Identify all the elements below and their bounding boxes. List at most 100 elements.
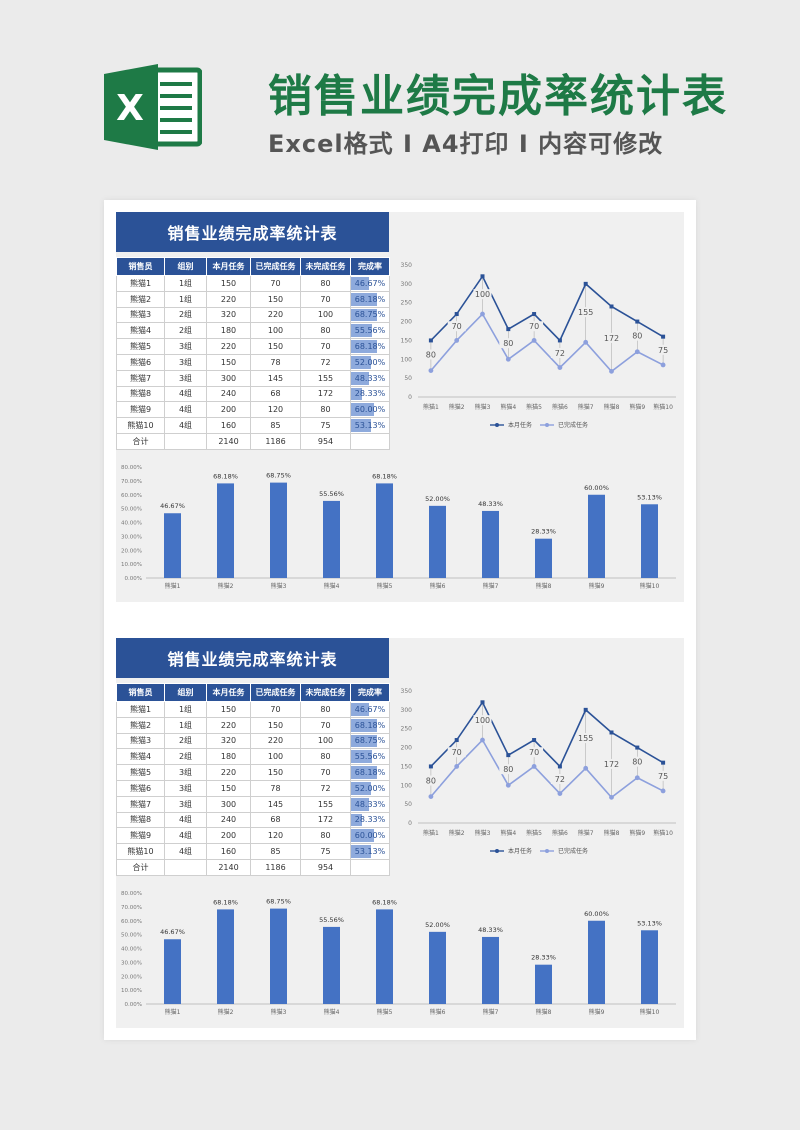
rate-value: 55.56% bbox=[354, 752, 386, 762]
bar bbox=[588, 920, 605, 1004]
data-point bbox=[454, 312, 459, 317]
data-label-bg bbox=[654, 344, 673, 355]
rate-fill-bar bbox=[351, 829, 374, 843]
data-label: 70 bbox=[529, 748, 539, 757]
table-row: 熊猫8 4组 240 68 172 28.33% bbox=[116, 385, 390, 403]
bar bbox=[376, 909, 393, 1004]
y-tick-label: 300 bbox=[401, 281, 413, 288]
data-point bbox=[532, 738, 537, 743]
data-point bbox=[557, 365, 563, 370]
bar-value-label: 68.18% bbox=[213, 898, 238, 906]
data-point bbox=[583, 281, 588, 286]
table-cell: 200 bbox=[206, 401, 251, 419]
x-tick-label: 熊猫1 bbox=[423, 829, 439, 837]
table-cell: 熊猫7 bbox=[116, 369, 165, 387]
table-cell: 80 bbox=[300, 401, 351, 419]
bar bbox=[641, 504, 658, 578]
x-tick-label: 熊猫6 bbox=[430, 582, 446, 590]
table-cell: 熊猫3 bbox=[116, 732, 165, 750]
y-tick-label: 70.00% bbox=[121, 905, 142, 911]
rate-fill-bar bbox=[351, 403, 374, 417]
y-tick-label: 350 bbox=[401, 262, 413, 269]
data-point bbox=[661, 760, 666, 765]
data-point bbox=[505, 356, 511, 362]
table-cell: 120 bbox=[250, 401, 301, 419]
table-cell: 72 bbox=[300, 353, 351, 371]
data-point bbox=[634, 775, 640, 781]
column-header: 已完成任务 bbox=[250, 683, 301, 702]
x-tick-label: 熊猫7 bbox=[578, 829, 594, 837]
data-label-bg bbox=[602, 758, 621, 769]
data-label-bg bbox=[654, 770, 673, 781]
table-cell: 160 bbox=[206, 417, 251, 434]
table-cell: 2组 bbox=[164, 732, 207, 750]
table-cell: 240 bbox=[206, 811, 251, 829]
series-line-1 bbox=[430, 274, 664, 342]
data-label: 100 bbox=[475, 716, 490, 725]
y-tick-label: 30.00% bbox=[121, 534, 142, 540]
y-tick-label: 250 bbox=[401, 300, 413, 307]
table-cell: 熊猫1 bbox=[116, 275, 165, 292]
legend-marker bbox=[495, 849, 499, 853]
bar-value-label: 68.75% bbox=[266, 898, 291, 906]
table-cell: 68 bbox=[250, 811, 301, 829]
completion-bar-chart: 0.00% 10.00% 20.00% 30.00% 40.00% 50.00% 60.00… bbox=[121, 891, 676, 1016]
table-cell: 160 bbox=[206, 843, 251, 860]
x-tick-label: 熊猫10 bbox=[640, 582, 660, 590]
table-row: 熊猫1 1组 150 70 80 46.67% bbox=[116, 275, 390, 292]
table-cell: 145 bbox=[250, 795, 301, 813]
table-cell: 220 bbox=[206, 338, 251, 355]
task-line-chart: 0 50 100 150 200 250 300 350 熊猫1 熊猫2 熊猫3 熊猫4 熊猫5 熊猫6 熊… bbox=[401, 688, 676, 855]
column-header: 完成率 bbox=[350, 683, 390, 702]
x-tick-label: 熊猫2 bbox=[449, 829, 465, 837]
x-tick-label: 熊猫6 bbox=[552, 403, 568, 411]
total-cell bbox=[350, 432, 390, 450]
y-tick-label: 10.00% bbox=[121, 988, 142, 994]
data-label-bg bbox=[576, 733, 595, 744]
y-tick-label: 300 bbox=[401, 707, 413, 714]
x-tick-label: 熊猫7 bbox=[578, 403, 594, 411]
data-label-bg bbox=[628, 330, 647, 341]
x-tick-label: 熊猫6 bbox=[430, 1008, 446, 1016]
rate-fill-bar bbox=[351, 277, 369, 290]
bar bbox=[217, 483, 234, 578]
x-tick-label: 熊猫5 bbox=[526, 403, 542, 411]
column-header: 未完成任务 bbox=[300, 257, 351, 276]
sheet-preview: 销售业绩完成率统计表 销售员 组别 本月任务 已完成任务 未完成任务 完成率 熊猫1 1组 1… bbox=[104, 200, 696, 1040]
data-point bbox=[609, 304, 614, 309]
table-row: 熊猫10 4组 160 85 75 53.13% bbox=[116, 417, 390, 434]
table-cell: 68.18% bbox=[350, 764, 390, 781]
rate-value: 28.33% bbox=[354, 815, 386, 825]
x-tick-label: 熊猫5 bbox=[526, 829, 542, 837]
table-cell: 75 bbox=[300, 843, 351, 860]
rate-fill-bar bbox=[351, 324, 373, 338]
y-tick-label: 150 bbox=[401, 763, 413, 770]
table-cell: 150 bbox=[250, 338, 301, 355]
data-point bbox=[609, 794, 614, 800]
table-cell: 150 bbox=[206, 275, 251, 292]
svg-text:X: X bbox=[116, 88, 144, 129]
table-row: 熊猫6 3组 150 78 72 52.00% bbox=[116, 353, 390, 371]
table-row: 熊猫3 2组 320 220 100 68.75% bbox=[116, 732, 390, 750]
y-tick-label: 200 bbox=[401, 319, 413, 326]
data-label-bg bbox=[550, 774, 569, 785]
series-line-2 bbox=[430, 738, 664, 799]
table-cell: 145 bbox=[250, 369, 301, 387]
table-cell: 熊猫2 bbox=[116, 290, 165, 308]
x-tick-label: 熊猫9 bbox=[589, 1008, 605, 1016]
table-cell: 150 bbox=[206, 779, 251, 797]
table-header-row: 销售员 组别 本月任务 已完成任务 未完成任务 完成率 bbox=[116, 683, 390, 702]
table-cell: 60.00% bbox=[350, 827, 390, 845]
table-cell: 220 bbox=[206, 764, 251, 781]
rate-value: 53.13% bbox=[354, 421, 386, 431]
table-row: 熊猫4 2组 180 100 80 55.56% bbox=[116, 322, 390, 340]
data-point bbox=[557, 764, 562, 769]
table-cell: 220 bbox=[250, 306, 301, 324]
bar-value-label: 53.13% bbox=[637, 919, 662, 927]
x-tick-label: 熊猫4 bbox=[324, 582, 340, 590]
x-tick-label: 熊猫7 bbox=[483, 1008, 499, 1016]
y-tick-label: 30.00% bbox=[121, 960, 142, 966]
rate-fill-bar bbox=[351, 355, 371, 369]
table-cell: 68.75% bbox=[350, 732, 390, 750]
x-tick-label: 熊猫4 bbox=[500, 403, 516, 411]
